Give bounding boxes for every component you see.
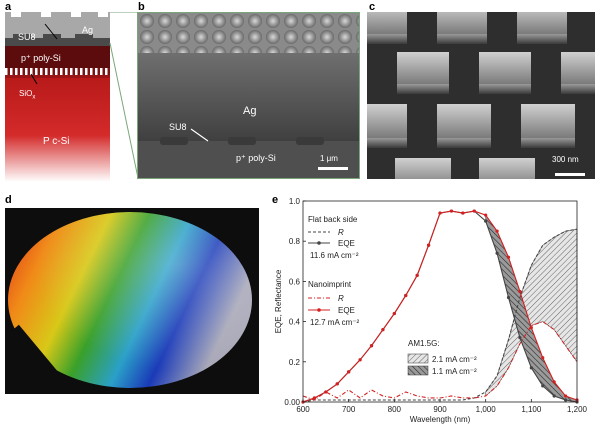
- y-tick-label: 0.8: [289, 237, 301, 246]
- flat-eqe-line-point: [495, 251, 499, 255]
- y-tick-label: 1.0: [289, 198, 301, 206]
- x-tick-label: 1,200: [567, 405, 588, 414]
- panel-c-letter: c: [369, 1, 376, 13]
- x-axis-label: Wavelength (nm): [410, 415, 471, 424]
- nano-eqe-line-point: [484, 213, 488, 217]
- x-tick-label: 700: [342, 405, 356, 414]
- sem-top-view: 300 nm: [367, 12, 595, 179]
- x-tick-label: 900: [433, 405, 447, 414]
- y-tick-label: 0.2: [289, 358, 301, 367]
- schematic-panel: SU8 Ag p⁺ poly-Si SiOx P c-Si: [5, 12, 110, 182]
- legend-nano-r-label: R: [338, 294, 344, 303]
- x-tick-label: 800: [388, 405, 402, 414]
- flat-eqe-line-point: [518, 336, 522, 340]
- legend-flat-eqe-marker: [317, 241, 321, 245]
- nano-eqe-line-point: [529, 326, 533, 330]
- nano-eqe-line-point: [347, 370, 351, 374]
- sem-cross-section-image: [138, 13, 359, 178]
- eqe-chart-svg: 600 700 800 900 1,000 1,100 1,200 0.00 0.2 0.4 0.6…: [274, 197, 588, 424]
- poly-si-label: p⁺ poly-Si: [21, 53, 61, 63]
- nano-eqe-line-point: [449, 209, 454, 213]
- nano-r-line: [302, 320, 578, 401]
- legend-flat-title: Flat back side: [308, 215, 358, 224]
- y-tick-label: 0.00: [284, 398, 300, 407]
- connector-lines: [109, 12, 139, 179]
- flat-eqe-line-point: [529, 366, 533, 370]
- sem-cross-section: Ag SU8 p⁺ poly-Si 1 μm: [137, 12, 360, 179]
- y-axis-label: EQE, Reflectance: [274, 269, 283, 333]
- legend-nano-eqe-marker: [317, 308, 321, 312]
- schematic-svg: [5, 12, 110, 182]
- nano-eqe-line-point: [335, 382, 339, 386]
- nano-eqe-line-point: [426, 243, 431, 247]
- su8-layer: [5, 38, 110, 46]
- nano-eqe-line-point: [552, 380, 556, 384]
- nano-eqe-line-point: [495, 229, 499, 233]
- sem-c-scale-label: 300 nm: [552, 155, 579, 164]
- sem-top-view-image: [367, 12, 595, 179]
- nano-eqe-line-point: [506, 255, 511, 259]
- nano-eqe-line-point: [358, 358, 362, 362]
- csi-label: P c-Si: [43, 136, 70, 147]
- panel-a-letter: a: [5, 1, 12, 13]
- panel-e-letter: e: [272, 194, 279, 206]
- ag-label: Ag: [82, 25, 94, 35]
- nano-eqe-line-point: [392, 311, 396, 316]
- sio2-layer: [5, 68, 110, 75]
- wafer-image: [5, 208, 259, 394]
- y-tick-label: 0.6: [289, 277, 301, 286]
- nano-eqe-line-point: [381, 328, 385, 332]
- nano-eqe-line-point: [312, 396, 317, 400]
- legend-flat-eqe-label: EQE: [338, 239, 355, 248]
- nano-eqe-line-point: [404, 293, 408, 298]
- legend-nano-title: Nanoimprint: [308, 280, 352, 289]
- legend-flat-current: 11.6 mA cm⁻²: [310, 251, 359, 260]
- flat-eqe-line-point: [541, 384, 545, 388]
- sem-poly-si-label: p⁺ poly-Si: [236, 153, 276, 163]
- sio2-subscript: x: [32, 94, 36, 101]
- legend-am-swatch-2: [407, 365, 429, 376]
- legend-nano-eqe-label: EQE: [338, 306, 355, 315]
- eqe-chart: 600 700 800 900 1,000 1,100 1,200 0.00 0.2 0.4 0.6…: [272, 197, 597, 430]
- nano-eqe-line-point: [369, 344, 374, 348]
- flat-eqe-line-point: [506, 295, 511, 300]
- sio2-label: SiOx: [19, 89, 35, 101]
- nano-eqe-line-point: [461, 211, 465, 215]
- legend-nano-current: 12.7 mA cm⁻²: [310, 318, 359, 327]
- y-tick-label: 0.4: [289, 318, 301, 327]
- flat-eqe-line-point: [552, 394, 556, 398]
- legend-am-swatch-1: [407, 353, 429, 364]
- flat-eqe-line-point: [484, 219, 488, 223]
- nano-eqe-line-point: [438, 211, 442, 215]
- legend-am-1: 2.1 mA cm⁻²: [432, 355, 477, 364]
- panel-d-letter: d: [5, 194, 12, 206]
- nano-eqe-line-point: [415, 273, 419, 277]
- x-tick-label: 1,000: [476, 405, 497, 414]
- csi-layer: [5, 78, 110, 182]
- nano-eqe-line-point: [563, 394, 568, 398]
- legend-am-title: AM1.5G:: [408, 339, 440, 348]
- poly-si-layer: [5, 46, 110, 68]
- flat-eqe-line-point: [563, 398, 568, 402]
- legend-flat-r-label: R: [338, 228, 344, 237]
- nano-eqe-line-point: [541, 356, 545, 360]
- panel-b-letter: b: [138, 1, 145, 13]
- nano-eqe-line-point: [518, 289, 522, 294]
- su8-label: SU8: [18, 32, 36, 42]
- legend-am-2: 1.1 mA cm⁻²: [432, 367, 477, 376]
- nano-eqe-line-point: [472, 209, 476, 213]
- x-tick-label: 1,100: [521, 405, 542, 414]
- x-tick-label: 600: [296, 405, 310, 414]
- nano-eqe-line-point: [324, 390, 328, 394]
- sem-ag-label: Ag: [243, 105, 257, 117]
- sem-su8-label: SU8: [169, 122, 187, 132]
- sem-scale-label: 1 μm: [320, 154, 338, 163]
- wafer-photo: [5, 208, 259, 394]
- sio2-label-text: SiO: [19, 89, 33, 98]
